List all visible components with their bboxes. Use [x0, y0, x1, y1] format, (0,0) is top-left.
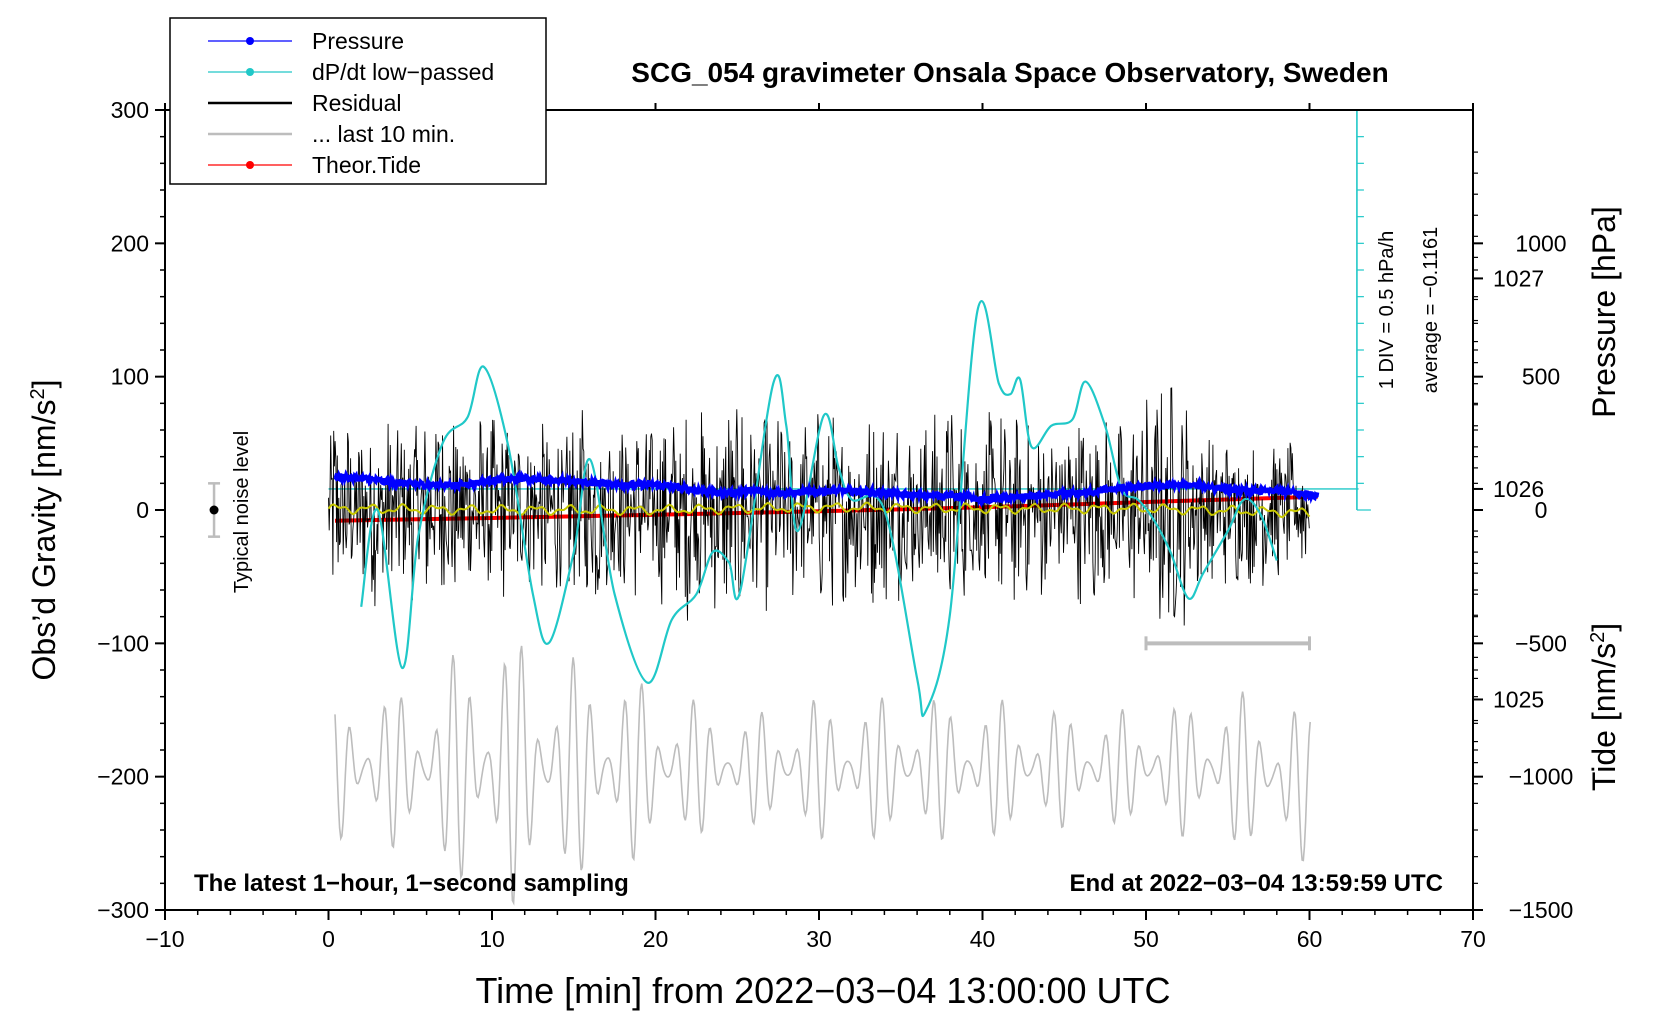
x-tick-label: 40: [970, 926, 996, 952]
last-10-min-series: [334, 645, 1311, 906]
pressure-axis-label: Pressure [hPa]: [1586, 206, 1622, 418]
tide-axis-label: Tide [nm/s2]: [1586, 623, 1622, 791]
plot-frame: −10 0 10 20 30 40 50 60 703002001000−100−200−300…: [97, 97, 1573, 952]
legend-swatch-marker: [246, 37, 254, 45]
residual-series: [328, 387, 1310, 626]
y-left-tick-label: 100: [111, 364, 149, 390]
residual-smoothed-series: [327, 501, 1311, 519]
x-tick-label: −10: [145, 926, 184, 952]
x-axis-label: Time [min] from 2022−03−04 13:00:00 UTC: [475, 970, 1170, 1011]
legend-label: Theor.Tide: [312, 152, 421, 178]
y-axis-left-label: Obs’d Gravity [nm/s2]: [26, 380, 62, 681]
legend-swatch-marker: [246, 161, 254, 169]
tide-tick-label: −500: [1515, 630, 1567, 656]
x-tick-label: 20: [643, 926, 669, 952]
pressure-tick-label: 1026: [1493, 476, 1544, 502]
chart-title: SCG_054 gravimeter Onsala Space Observat…: [631, 57, 1388, 88]
tide-tick-label: 0: [1535, 497, 1548, 523]
annotation-bottom-right: End at 2022−03−04 13:59:59 UTC: [1069, 870, 1443, 897]
y-left-tick-label: −300: [97, 897, 149, 923]
pressure-tick-label: 1025: [1493, 686, 1544, 712]
legend-label: Residual: [312, 90, 402, 116]
x-tick-label: 60: [1297, 926, 1323, 952]
noise-level-label: Typical noise level: [231, 431, 253, 593]
x-tick-label: 50: [1133, 926, 1159, 952]
x-tick-label: 10: [479, 926, 505, 952]
legend-label: dP/dt low−passed: [312, 59, 494, 85]
pressure-series: [333, 469, 1320, 509]
y-left-tick-label: −100: [97, 630, 149, 656]
y-left-tick-label: 0: [136, 497, 149, 523]
legend-label: ... last 10 min.: [312, 121, 455, 147]
annotation-bottom-left: The latest 1−hour, 1−second sampling: [194, 870, 629, 897]
x-tick-label: 0: [322, 926, 335, 952]
legend: Pressure dP/dt low−passed Residual ... last…: [169, 17, 547, 185]
y-left-tick-label: 200: [111, 230, 149, 256]
dpdt-average-label: average = −0.1161: [1420, 227, 1442, 393]
y-left-tick-label: 300: [111, 97, 149, 123]
x-tick-label: 30: [806, 926, 832, 952]
tide-tick-label: 1000: [1515, 230, 1566, 256]
tide-tick-label: −1000: [1509, 764, 1574, 790]
y-left-tick-label: −200: [97, 764, 149, 790]
noise-level-dot: [209, 505, 219, 515]
plot-area: [208, 109, 1371, 906]
legend-box: [169, 17, 547, 185]
legend-label: Pressure: [312, 28, 404, 54]
tide-tick-label: 500: [1522, 364, 1560, 390]
legend-swatch-marker: [246, 68, 254, 76]
pressure-tick-label: 1027: [1493, 265, 1544, 291]
dpdt-scale-label: 1 DIV = 0.5 hPa/h: [1376, 231, 1398, 389]
tide-tick-label: −1500: [1509, 897, 1574, 923]
x-tick-label: 70: [1460, 926, 1486, 952]
